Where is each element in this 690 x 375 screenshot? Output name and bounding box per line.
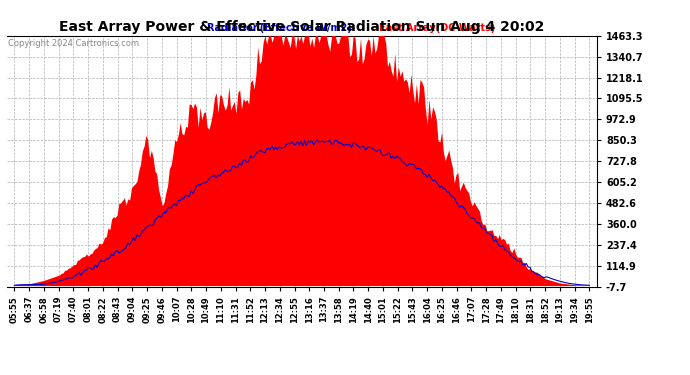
Text: Radiation(Effective W/m2): Radiation(Effective W/m2) <box>208 23 352 33</box>
Text: East Array(DC Watts): East Array(DC Watts) <box>379 23 495 33</box>
Text: Copyright 2024 Cartronics.com: Copyright 2024 Cartronics.com <box>8 39 139 48</box>
Title: East Array Power & Effective Solar Radiation Sun Aug 4 20:02: East Array Power & Effective Solar Radia… <box>59 21 544 34</box>
